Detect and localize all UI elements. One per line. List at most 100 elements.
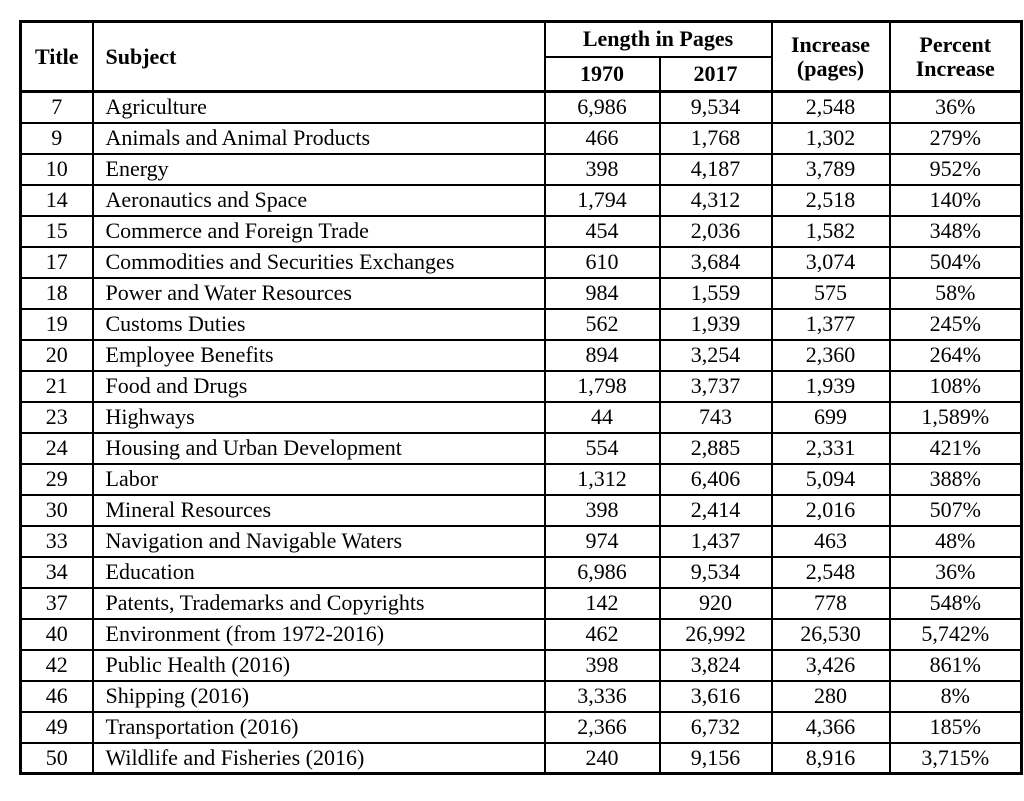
- title-cell: 42: [19, 648, 94, 682]
- percent-increase-cell: 264%: [888, 338, 1023, 372]
- percent-increase-cell: 36%: [888, 555, 1023, 589]
- table-row: 10 Energy 398 4,187 3,789 952%: [19, 152, 1023, 186]
- increase-cell: 4,366: [770, 710, 891, 744]
- increase-cell: 2,548: [770, 90, 891, 124]
- subject-cell: Employee Benefits: [91, 338, 546, 372]
- pages-1970-cell: 44: [543, 400, 661, 434]
- pages-2017-cell: 26,992: [658, 617, 773, 651]
- column-header-subject: Subject: [91, 20, 546, 93]
- column-header-1970: 1970: [543, 55, 661, 93]
- subject-cell: Food and Drugs: [91, 369, 546, 403]
- increase-cell: 26,530: [770, 617, 891, 651]
- pages-1970-cell: 1,312: [543, 462, 661, 496]
- table-row: 17 Commodities and Securities Exchanges …: [19, 245, 1023, 279]
- table-row: 15 Commerce and Foreign Trade 454 2,036 …: [19, 214, 1023, 248]
- increase-cell: 2,360: [770, 338, 891, 372]
- percent-increase-cell: 185%: [888, 710, 1023, 744]
- pages-2017-cell: 1,559: [658, 276, 773, 310]
- percent-increase-cell: 279%: [888, 121, 1023, 155]
- table-row: 49 Transportation (2016) 2,366 6,732 4,3…: [19, 710, 1023, 744]
- pages-1970-cell: 984: [543, 276, 661, 310]
- table-body: 7 Agriculture 6,986 9,534 2,548 36% 9 An…: [19, 90, 1023, 775]
- increase-cell: 3,789: [770, 152, 891, 186]
- table-row: 30 Mineral Resources 398 2,414 2,016 507…: [19, 493, 1023, 527]
- title-cell: 33: [19, 524, 94, 558]
- increase-cell: 1,939: [770, 369, 891, 403]
- pages-2017-cell: 1,939: [658, 307, 773, 341]
- increase-cell: 699: [770, 400, 891, 434]
- pages-1970-cell: 398: [543, 152, 661, 186]
- table-row: 14 Aeronautics and Space 1,794 4,312 2,5…: [19, 183, 1023, 217]
- subject-cell: Commodities and Securities Exchanges: [91, 245, 546, 279]
- pages-1970-cell: 240: [543, 741, 661, 775]
- table-row: 23 Highways 44 743 699 1,589%: [19, 400, 1023, 434]
- subject-cell: Customs Duties: [91, 307, 546, 341]
- increase-cell: 1,582: [770, 214, 891, 248]
- title-cell: 30: [19, 493, 94, 527]
- table-row: 33 Navigation and Navigable Waters 974 1…: [19, 524, 1023, 558]
- increase-cell: 5,094: [770, 462, 891, 496]
- table-row: 7 Agriculture 6,986 9,534 2,548 36%: [19, 90, 1023, 124]
- pages-2017-cell: 3,684: [658, 245, 773, 279]
- pages-1970-cell: 2,366: [543, 710, 661, 744]
- pages-1970-cell: 3,336: [543, 679, 661, 713]
- pages-1970-cell: 562: [543, 307, 661, 341]
- table-row: 50 Wildlife and Fisheries (2016) 240 9,1…: [19, 741, 1023, 775]
- table-row: 21 Food and Drugs 1,798 3,737 1,939 108%: [19, 369, 1023, 403]
- title-cell: 18: [19, 276, 94, 310]
- increase-cell: 2,548: [770, 555, 891, 589]
- title-cell: 50: [19, 741, 94, 775]
- percent-increase-cell: 348%: [888, 214, 1023, 248]
- pages-2017-cell: 743: [658, 400, 773, 434]
- table-row: 24 Housing and Urban Development 554 2,8…: [19, 431, 1023, 465]
- title-cell: 37: [19, 586, 94, 620]
- subject-cell: Patents, Trademarks and Copyrights: [91, 586, 546, 620]
- subject-cell: Animals and Animal Products: [91, 121, 546, 155]
- percent-increase-cell: 861%: [888, 648, 1023, 682]
- percent-increase-cell: 1,589%: [888, 400, 1023, 434]
- table-row: 37 Patents, Trademarks and Copyrights 14…: [19, 586, 1023, 620]
- table-row: 9 Animals and Animal Products 466 1,768 …: [19, 121, 1023, 155]
- table-row: 46 Shipping (2016) 3,336 3,616 280 8%: [19, 679, 1023, 713]
- percent-increase-cell: 548%: [888, 586, 1023, 620]
- subject-cell: Labor: [91, 462, 546, 496]
- pages-2017-cell: 9,156: [658, 741, 773, 775]
- cfr-title-growth-table: Title Subject Length in Pages Increase (…: [19, 20, 1024, 775]
- pages-2017-cell: 2,885: [658, 431, 773, 465]
- subject-cell: Education: [91, 555, 546, 589]
- increase-cell: 1,302: [770, 121, 891, 155]
- increase-cell: 3,074: [770, 245, 891, 279]
- table-header: Title Subject Length in Pages Increase (…: [19, 20, 1023, 93]
- increase-cell: 280: [770, 679, 891, 713]
- pages-1970-cell: 610: [543, 245, 661, 279]
- increase-cell: 8,916: [770, 741, 891, 775]
- title-cell: 15: [19, 214, 94, 248]
- title-cell: 17: [19, 245, 94, 279]
- percent-increase-cell: 8%: [888, 679, 1023, 713]
- table-row: 19 Customs Duties 562 1,939 1,377 245%: [19, 307, 1023, 341]
- subject-cell: Power and Water Resources: [91, 276, 546, 310]
- pages-1970-cell: 6,986: [543, 90, 661, 124]
- percent-increase-cell: 36%: [888, 90, 1023, 124]
- subject-cell: Navigation and Navigable Waters: [91, 524, 546, 558]
- subject-cell: Highways: [91, 400, 546, 434]
- column-header-title: Title: [19, 20, 94, 93]
- percent-increase-cell: 3,715%: [888, 741, 1023, 775]
- header-row-2: 1970 2017: [21, 55, 1022, 93]
- pages-2017-cell: 2,036: [658, 214, 773, 248]
- pages-2017-cell: 6,406: [658, 462, 773, 496]
- title-cell: 29: [19, 462, 94, 496]
- title-cell: 19: [19, 307, 94, 341]
- subject-cell: Housing and Urban Development: [91, 431, 546, 465]
- pages-1970-cell: 142: [543, 586, 661, 620]
- table-row: 20 Employee Benefits 894 3,254 2,360 264…: [19, 338, 1023, 372]
- pages-2017-cell: 1,768: [658, 121, 773, 155]
- title-cell: 10: [19, 152, 94, 186]
- subject-cell: Public Health (2016): [91, 648, 546, 682]
- subject-cell: Agriculture: [91, 90, 546, 124]
- subject-cell: Wildlife and Fisheries (2016): [91, 741, 546, 775]
- title-cell: 9: [19, 121, 94, 155]
- pages-2017-cell: 9,534: [658, 555, 773, 589]
- column-header-increase-pages: Increase (pages): [770, 20, 891, 93]
